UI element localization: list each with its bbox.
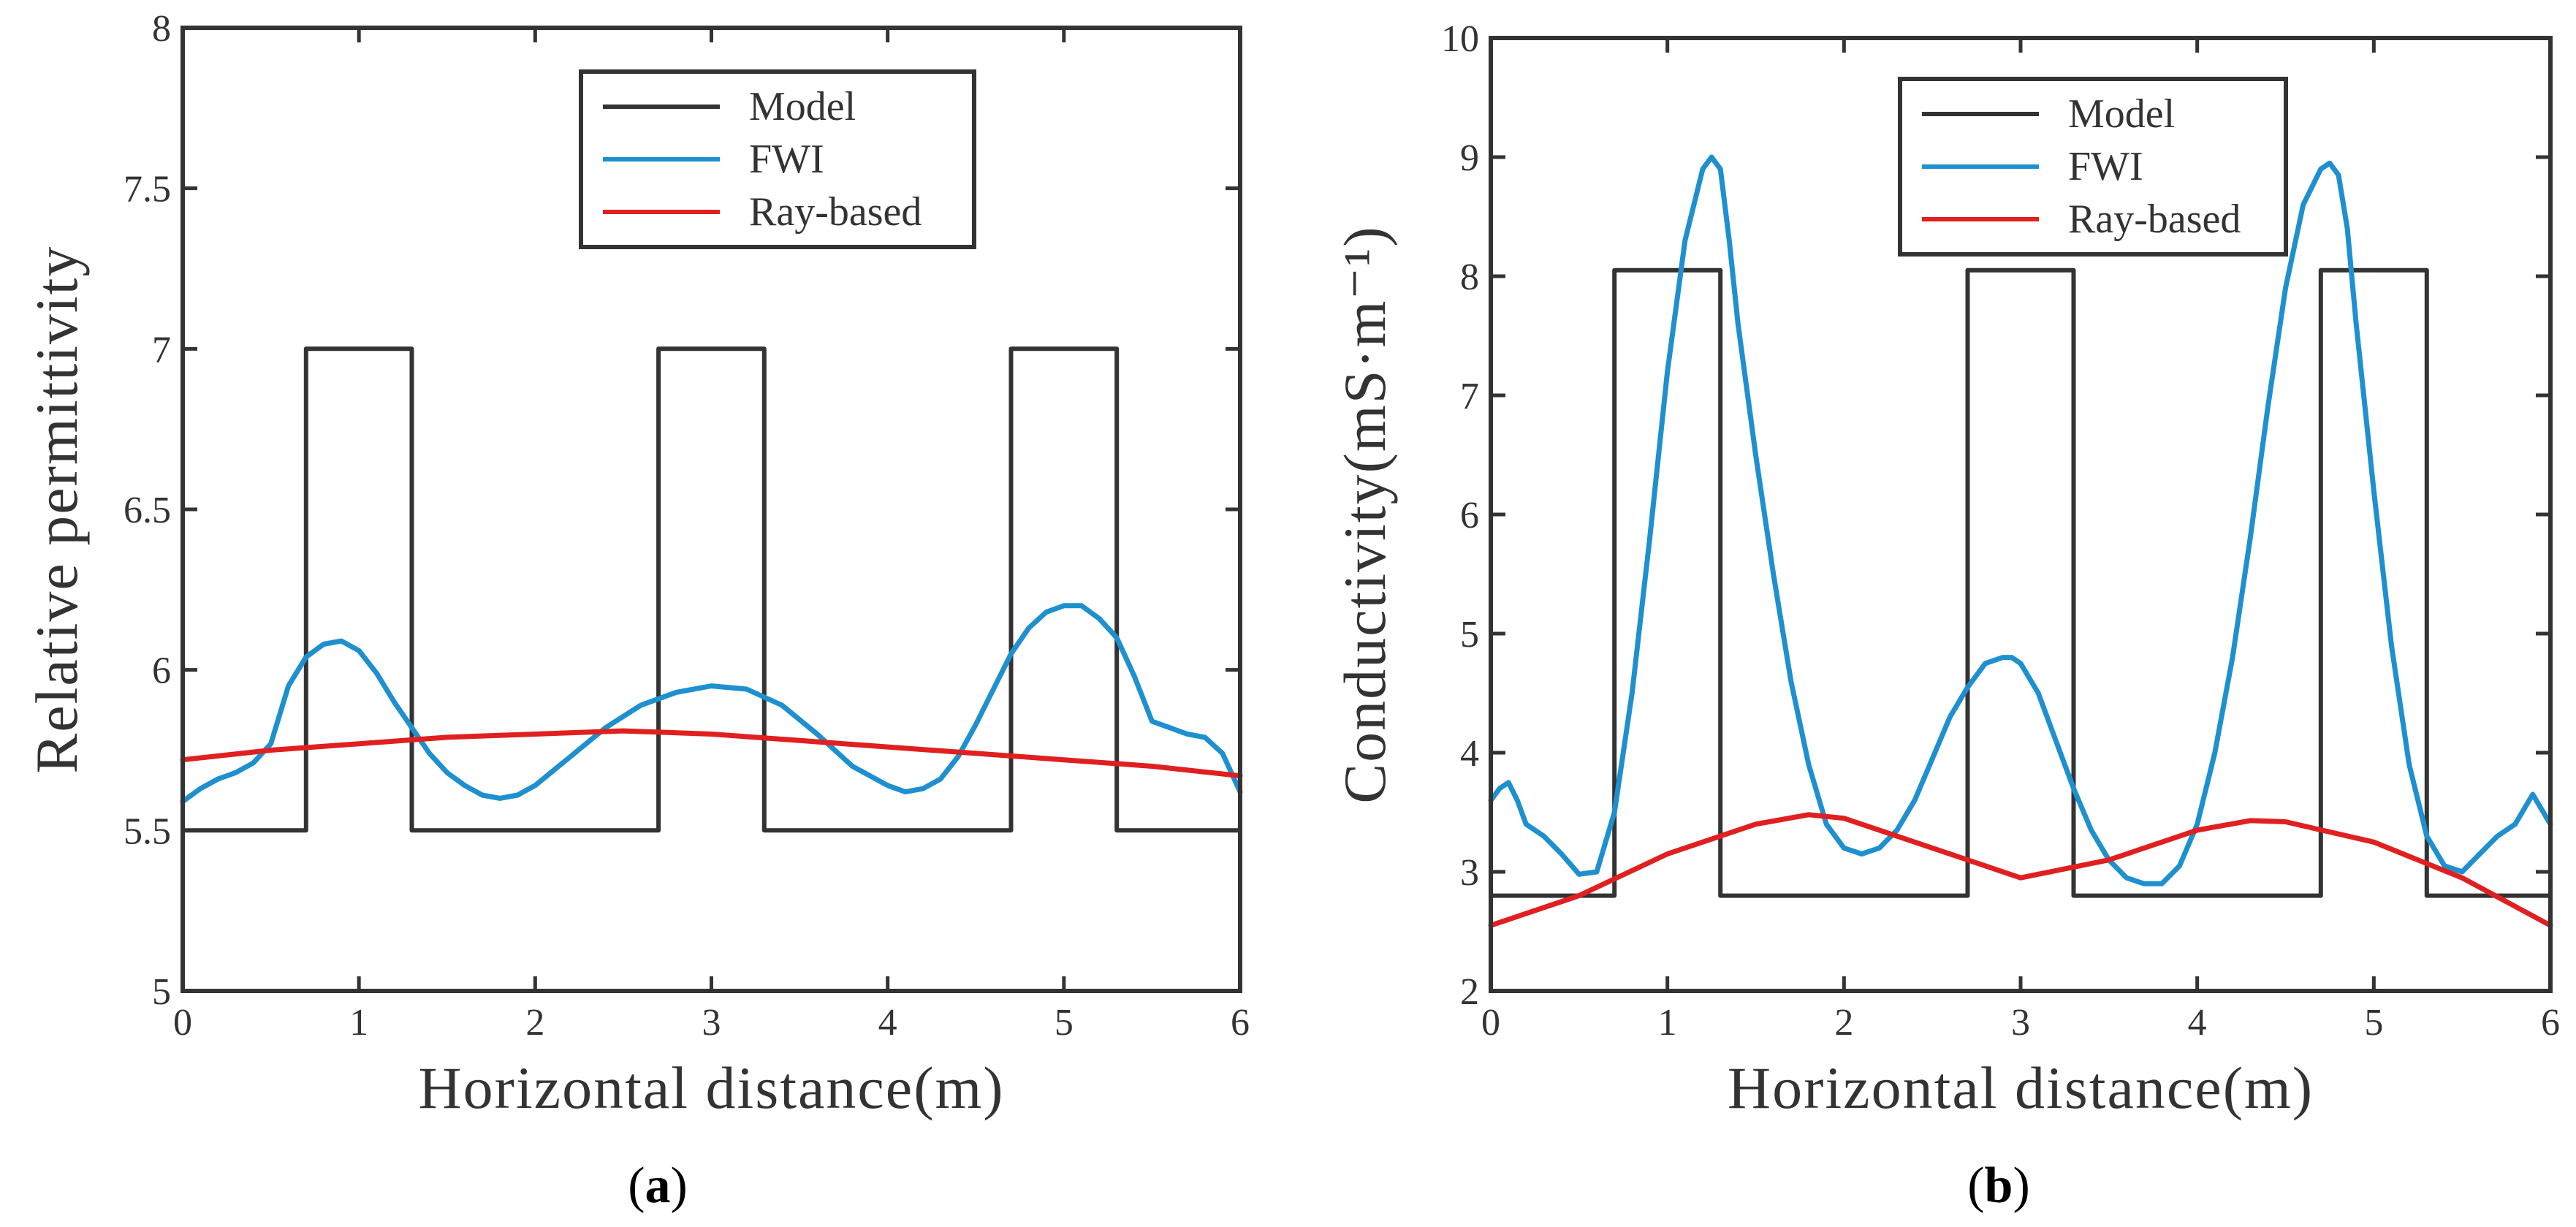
series-line-ray-based-a bbox=[180, 728, 1243, 779]
y-tick-label-b-4: 6 bbox=[1460, 495, 1479, 536]
x-axis-label-b: Horizontal distance(m) bbox=[1728, 1055, 2314, 1121]
y-tick-label-a-4: 7 bbox=[152, 329, 171, 371]
legend-label-ray-based-b: Ray-based bbox=[2068, 197, 2241, 242]
x-tick-label-b-3: 3 bbox=[2011, 1002, 2030, 1044]
y-tick-label-a-0: 5 bbox=[152, 971, 171, 1013]
y-tick-label-a-6: 8 bbox=[152, 8, 171, 50]
x-tick-label-b-0: 0 bbox=[1481, 1002, 1500, 1044]
y-tick-label-b-2: 4 bbox=[1460, 733, 1479, 775]
legend-label-ray-based-a: Ray-based bbox=[749, 189, 922, 235]
panel-letter-a: a bbox=[645, 1158, 671, 1214]
plot-lines-b bbox=[1488, 154, 2553, 928]
x-tick-label-a-3: 3 bbox=[702, 1002, 721, 1044]
series-line-model-a bbox=[181, 346, 1242, 833]
x-tick-label-b-5: 5 bbox=[2364, 1002, 2383, 1044]
legend-label-fwi-b: FWI bbox=[2068, 144, 2143, 189]
y-tick-label-a-5: 7.5 bbox=[124, 169, 171, 210]
x-tick-label-a-4: 4 bbox=[878, 1002, 897, 1044]
y-tick-label-a-1: 5.5 bbox=[124, 810, 171, 852]
y-tick-label-b-8: 10 bbox=[1441, 18, 1479, 60]
legend-label-fwi-a: FWI bbox=[749, 137, 824, 182]
y-tick-label-b-1: 3 bbox=[1460, 852, 1479, 894]
plot-lines-a bbox=[180, 346, 1243, 833]
series-line-fwi-b bbox=[1488, 154, 2553, 886]
x-tick-label-a-1: 1 bbox=[349, 1002, 368, 1044]
x-tick-label-a-0: 0 bbox=[173, 1002, 192, 1044]
x-tick-label-b-6: 6 bbox=[2541, 1002, 2560, 1044]
ticks-b: 0 1 2 3 4 5 6 2 3 4 5 6 7 8 9 10 bbox=[1441, 18, 2560, 1044]
legend-a: Model FWI Ray-based bbox=[579, 69, 976, 249]
legend-label-model-a: Model bbox=[749, 84, 856, 129]
ticks-a: 0 1 2 3 4 5 6 5 5.5 6 6.5 7 7.5 8 bbox=[124, 8, 1250, 1044]
x-tick-label-b-1: 1 bbox=[1658, 1002, 1677, 1044]
series-line-model-b bbox=[1489, 267, 2553, 898]
x-tick-label-b-2: 2 bbox=[1834, 1002, 1853, 1044]
chart-panel-b: 0 1 2 3 4 5 6 2 3 4 5 6 7 8 9 10 Model FWI Ray-based Ho… bbox=[1331, 18, 2560, 1214]
panel-label-b: (b) bbox=[1967, 1158, 2030, 1214]
x-tick-label-b-4: 4 bbox=[2188, 1002, 2207, 1044]
y-tick-label-b-7: 9 bbox=[1460, 137, 1479, 179]
y-tick-label-b-6: 8 bbox=[1460, 257, 1479, 298]
y-tick-label-a-3: 6.5 bbox=[124, 490, 171, 531]
y-axis-label-b: Conductivity(mS·m⁻¹) bbox=[1331, 225, 1398, 803]
y-tick-label-b-0: 2 bbox=[1460, 971, 1479, 1013]
series-line-ray-based-b bbox=[1488, 812, 2553, 928]
x-tick-label-a-6: 6 bbox=[1231, 1002, 1250, 1044]
x-tick-label-a-2: 2 bbox=[525, 1002, 544, 1044]
chart-panel-a: 0 1 2 3 4 5 6 5 5.5 6 6.5 7 7.5 8 Model FWI Ray-based… bbox=[23, 8, 1250, 1214]
y-tick-label-b-5: 7 bbox=[1460, 376, 1479, 417]
panel-label-a: (a) bbox=[628, 1158, 688, 1214]
legend-label-model-b: Model bbox=[2068, 91, 2175, 137]
y-tick-label-a-2: 6 bbox=[152, 650, 171, 692]
y-tick-label-b-3: 5 bbox=[1460, 614, 1479, 656]
y-axis-label-a: Relative permittivity bbox=[23, 246, 90, 774]
x-tick-label-a-5: 5 bbox=[1055, 1002, 1074, 1044]
x-axis-label-a: Horizontal distance(m) bbox=[418, 1055, 1004, 1121]
panel-letter-b: b bbox=[1985, 1158, 2013, 1214]
series-line-fwi-a bbox=[180, 603, 1243, 805]
legend-b: Model FWI Ray-based bbox=[1898, 77, 2288, 257]
